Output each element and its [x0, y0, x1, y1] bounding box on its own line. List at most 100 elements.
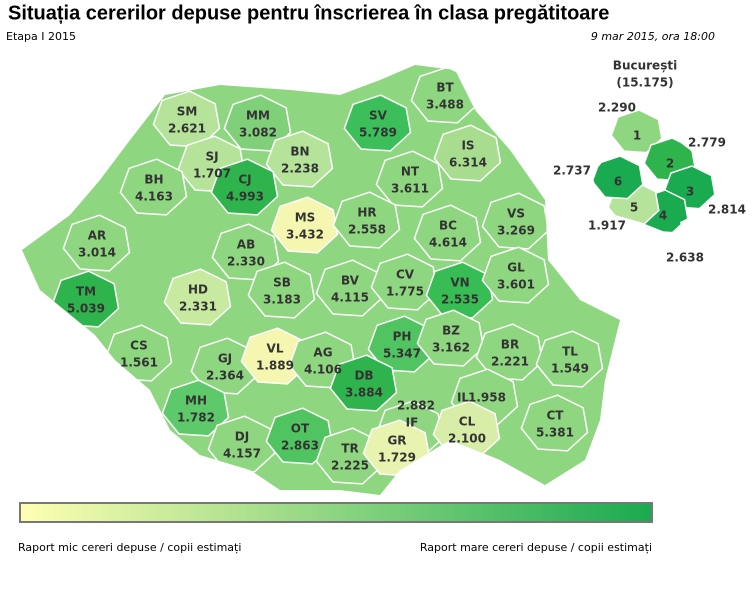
county-shape: [210, 158, 279, 216]
timestamp: 9 mar 2015, ora 18:00: [591, 30, 715, 43]
sector-value: 2.290: [598, 101, 636, 115]
county-value: 2.331: [179, 300, 217, 314]
county-shape: [332, 191, 401, 249]
county-code: BC: [439, 219, 457, 233]
bucharest-sectors: [592, 109, 715, 234]
county-value: 4.106: [304, 363, 342, 377]
county-shape: [481, 192, 550, 250]
county-code: VN: [450, 276, 469, 290]
county-value: 2.535: [441, 293, 479, 307]
sector-shape: [610, 109, 663, 154]
subtitle: Etapa I 2015: [6, 30, 76, 43]
county-code: IL: [457, 391, 469, 405]
county-code: GR: [387, 434, 406, 448]
county-shape: [223, 94, 292, 152]
county-code: MM: [246, 109, 270, 123]
legend-bar: [19, 502, 653, 523]
county-code: CJ: [238, 173, 251, 187]
sector-number: 2: [666, 157, 674, 171]
county-code: IS: [461, 139, 474, 153]
county-code: BT: [436, 81, 454, 95]
county-code: DB: [354, 369, 373, 383]
county-code: CL: [459, 415, 476, 429]
county-code: TL: [562, 345, 578, 359]
county-shape: [247, 261, 316, 319]
legend-low: Raport mic cereri depuse / copii estimaț…: [18, 541, 241, 554]
county-code: GJ: [218, 352, 232, 366]
county-value: 2.238: [281, 162, 319, 176]
sector-value: 2.737: [553, 164, 591, 178]
county-value: 4.115: [331, 291, 369, 305]
county-shape: [413, 204, 482, 262]
labels: SM 2.621 MM 3.082 BT 3.488 SV 5.789 SJ 1.707 BN 2.2…: [67, 81, 746, 473]
county-shape: [375, 150, 444, 208]
sector-number: 6: [614, 175, 622, 189]
sector-value: 2.779: [688, 136, 726, 150]
county-code: SB: [273, 276, 291, 290]
county-shape: [433, 124, 502, 182]
county-value: 6.314: [449, 156, 487, 170]
county-code: BH: [144, 173, 163, 187]
county-code: IF: [406, 416, 419, 430]
county-code: AG: [313, 346, 332, 360]
county-shape: [270, 196, 339, 254]
county-code: MS: [295, 211, 316, 225]
county-code: SV: [369, 109, 388, 123]
county-value: 3.082: [239, 126, 277, 140]
county-value: 4.163: [135, 190, 173, 204]
county-value: 1.549: [551, 362, 589, 376]
county-value: 2.621: [168, 122, 206, 136]
county-value: 2.100: [448, 432, 486, 446]
county-value: 3.611: [391, 182, 429, 196]
county-value: 3.183: [263, 293, 301, 307]
county-code: CS: [130, 339, 148, 353]
county-value: 5.381: [536, 426, 574, 440]
county-value: 3.601: [497, 278, 535, 292]
county-code: SJ: [205, 150, 218, 164]
county-value: 3.162: [432, 341, 470, 355]
county-code: MH: [185, 394, 207, 408]
county-value: 3.488: [426, 98, 464, 112]
county-value: 1.729: [378, 451, 416, 465]
sector-value: 2.638: [666, 251, 704, 265]
sector-shape: [592, 155, 644, 200]
county-value: 5.789: [359, 126, 397, 140]
county-code: VL: [267, 342, 284, 356]
county-value: 2.364: [206, 369, 244, 383]
county-code: AB: [237, 238, 255, 252]
county-shape: [119, 158, 188, 216]
county-code: BZ: [442, 324, 460, 338]
county-shape: [62, 214, 131, 272]
county-shape: [416, 309, 485, 367]
sector-value: 2.814: [708, 203, 746, 217]
county-value: 2.882: [397, 399, 435, 413]
county-code: BN: [290, 145, 309, 159]
county-code: NT: [401, 165, 420, 179]
county-code: HD: [188, 283, 208, 297]
county-code: DJ: [235, 430, 249, 444]
county-value: 2.330: [227, 255, 265, 269]
sector-number: 1: [633, 129, 641, 143]
county-value: 1.561: [120, 356, 158, 370]
sector-number: 3: [686, 185, 694, 199]
bucharest-title: București: [613, 59, 677, 73]
county-code: OT: [291, 422, 310, 436]
county-shape: [240, 327, 309, 385]
county-value: 4.157: [223, 447, 261, 461]
county-shape: [161, 379, 230, 437]
county-value: 2.558: [348, 223, 386, 237]
county-shape: [481, 246, 550, 304]
county-shape: [475, 323, 544, 381]
county-value: 5.347: [383, 347, 421, 361]
county-value: 3.269: [497, 224, 535, 238]
county-value: 1.707: [193, 167, 231, 181]
county-shape: [329, 354, 398, 412]
bucharest-total: (15.175): [616, 76, 673, 90]
sector-number: 4: [659, 209, 667, 223]
county-shape: [51, 270, 120, 328]
county-code: CV: [396, 268, 415, 282]
county-code: TR: [341, 442, 358, 456]
county-value: 2.225: [331, 459, 369, 473]
county-value: 1.775: [386, 285, 424, 299]
